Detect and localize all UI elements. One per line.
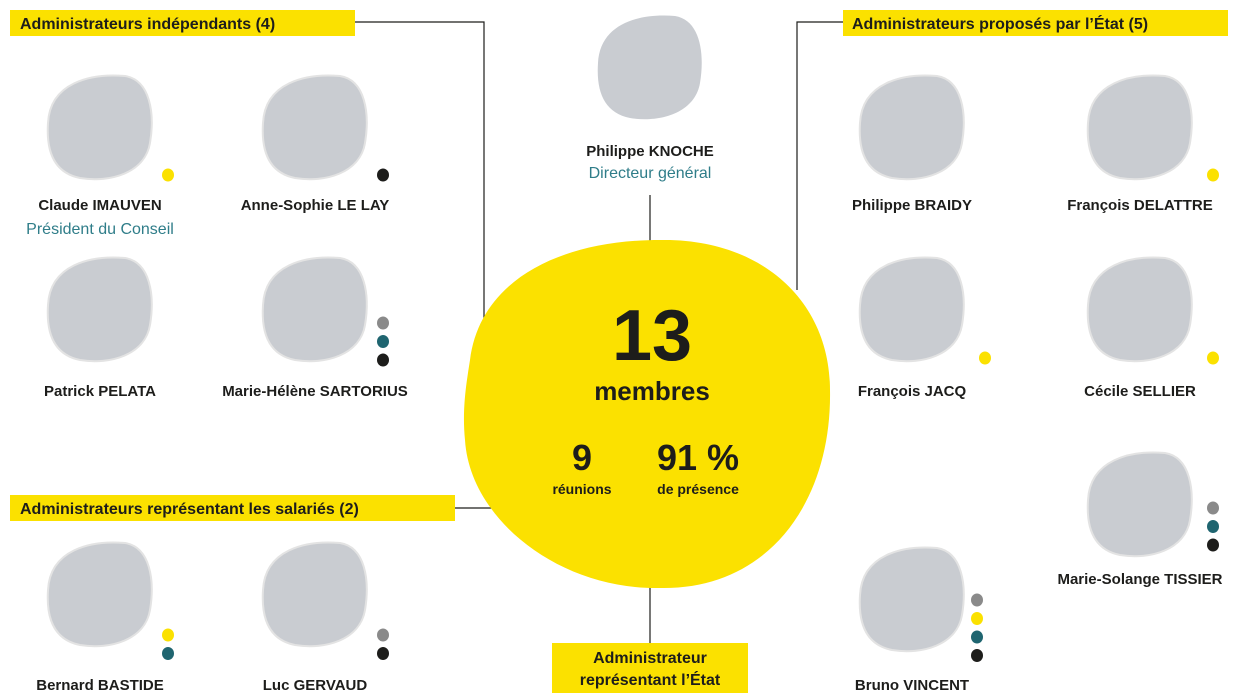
photo xyxy=(598,16,702,120)
committee-dot xyxy=(979,352,991,365)
committee-dot xyxy=(971,594,983,607)
committee-dot xyxy=(377,317,389,330)
members-label: membres xyxy=(594,376,710,406)
photo xyxy=(48,258,152,362)
person-name: Bernard BASTIDE xyxy=(36,677,164,693)
person-name: Marie-Hélène SARTORIUS xyxy=(222,383,408,400)
photo xyxy=(860,76,964,180)
person-name: François JACQ xyxy=(858,383,967,400)
photo xyxy=(860,258,964,362)
committee-dot xyxy=(1207,520,1219,533)
committee-dot xyxy=(971,612,983,625)
meetings-label: réunions xyxy=(552,481,611,497)
photo xyxy=(263,543,367,647)
group-label: représentant l’État xyxy=(580,670,721,689)
person-name: Philippe BRAIDY xyxy=(852,197,972,214)
committee-dot xyxy=(377,169,389,182)
committee-dot xyxy=(1207,539,1219,552)
person-role: Directeur général xyxy=(589,165,712,182)
photo xyxy=(860,548,964,652)
attendance-label: de présence xyxy=(657,481,739,497)
center-blob xyxy=(464,240,830,588)
connector xyxy=(355,22,484,345)
person-role: Président du Conseil xyxy=(26,221,174,238)
meetings-count: 9 xyxy=(572,437,592,478)
person-name: Philippe KNOCHE xyxy=(586,143,714,160)
person-name: Luc GERVAUD xyxy=(263,677,368,693)
committee-dot xyxy=(377,335,389,348)
committee-dot xyxy=(377,354,389,367)
photo xyxy=(1088,76,1192,180)
photo xyxy=(1088,258,1192,362)
photo xyxy=(263,258,367,362)
group-label: Administrateurs indépendants (4) xyxy=(20,16,275,33)
photo xyxy=(1088,453,1192,557)
committee-dot xyxy=(971,649,983,662)
committee-dot xyxy=(162,629,174,642)
person-name: Claude IMAUVEN xyxy=(38,197,161,214)
committee-dot xyxy=(1207,169,1219,182)
attendance: 91 % xyxy=(657,437,739,478)
person-name: Bruno VINCENT xyxy=(855,677,969,693)
person-name: Patrick PELATA xyxy=(44,383,156,400)
org-chart: 13 membres 9 réunions 91 % de présence A… xyxy=(0,0,1238,693)
committee-dot xyxy=(1207,502,1219,515)
group-label: Administrateurs représentant les salarié… xyxy=(20,501,359,518)
committee-dot xyxy=(1207,352,1219,365)
committee-dot xyxy=(377,629,389,642)
group-label: Administrateurs proposés par l’État (5) xyxy=(852,14,1148,33)
person-name: Marie-Solange TISSIER xyxy=(1057,571,1222,588)
photo xyxy=(48,76,152,180)
committee-dot xyxy=(377,647,389,660)
photo xyxy=(48,543,152,647)
members-count: 13 xyxy=(612,296,692,376)
committee-dot xyxy=(162,169,174,182)
photo xyxy=(263,76,367,180)
person-name: Anne-Sophie LE LAY xyxy=(241,197,390,214)
committee-dot xyxy=(162,647,174,660)
group-label: Administrateur xyxy=(593,650,707,667)
person-name: Cécile SELLIER xyxy=(1084,383,1196,400)
committee-dot xyxy=(971,631,983,644)
person-name: François DELATTRE xyxy=(1067,197,1213,214)
connector xyxy=(797,22,843,290)
